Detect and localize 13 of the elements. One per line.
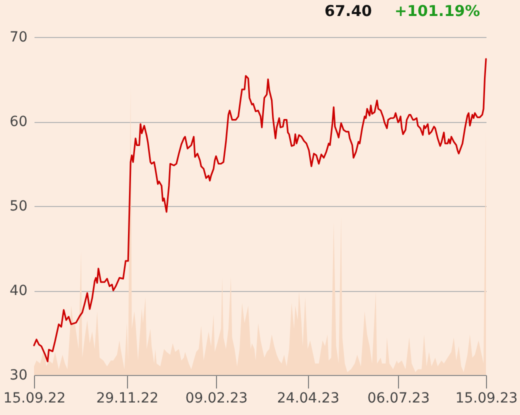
x-tick-label: 29.11.22 [96,390,159,406]
text: 67.40 [324,2,372,20]
x-tick-label: 06.07.23 [367,390,430,406]
text: +101.19% [394,2,480,20]
y-tick-label: 70 [10,30,28,46]
y-tick-label: 60 [10,114,28,130]
x-tick-label: 24.04.23 [277,390,340,406]
x-tick-label: 09.02.23 [185,390,248,406]
x-tick-label: 15.09.23 [455,390,518,406]
x-tick-label: 15.09.22 [3,390,66,406]
y-tick-label: 40 [10,283,28,299]
y-tick-label: 50 [10,198,28,214]
y-tick-label: 30 [10,368,28,384]
